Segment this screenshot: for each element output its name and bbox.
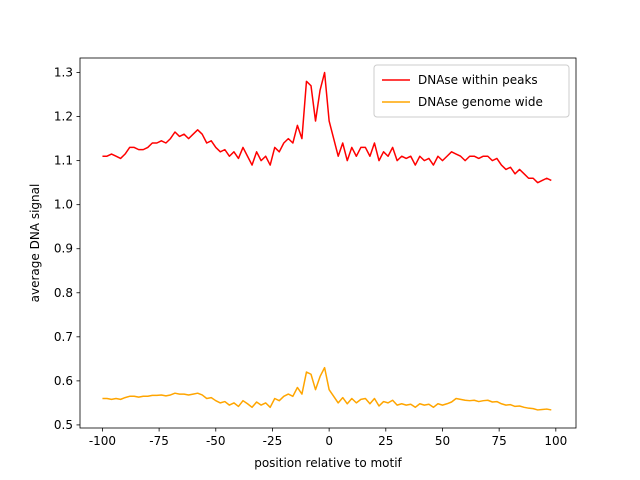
x-tick-label: 50 bbox=[435, 434, 450, 448]
x-tick-label: -75 bbox=[149, 434, 169, 448]
y-tick-label: 0.7 bbox=[54, 330, 73, 344]
x-tick-label: -50 bbox=[206, 434, 226, 448]
legend-label: DNAse within peaks bbox=[418, 73, 538, 87]
x-tick-label: 100 bbox=[544, 434, 567, 448]
y-tick-label: 0.6 bbox=[54, 374, 73, 388]
y-axis-label: average DNA signal bbox=[28, 184, 42, 303]
y-tick-label: 0.9 bbox=[54, 242, 73, 256]
series-line bbox=[102, 366, 552, 411]
y-tick-label: 0.5 bbox=[54, 418, 73, 432]
plot-area bbox=[80, 58, 576, 428]
x-axis-label: position relative to motif bbox=[254, 456, 402, 470]
y-tick-label: 0.8 bbox=[54, 286, 73, 300]
legend-label: DNAse genome wide bbox=[418, 95, 543, 109]
y-tick-label: 1.1 bbox=[54, 154, 73, 168]
x-tick-label: 75 bbox=[492, 434, 507, 448]
x-tick-label: -100 bbox=[89, 434, 116, 448]
x-tick-label: 25 bbox=[378, 434, 393, 448]
series-line bbox=[102, 71, 552, 184]
y-tick-label: 1.0 bbox=[54, 198, 73, 212]
x-tick-label: -25 bbox=[263, 434, 283, 448]
y-tick-label: 1.3 bbox=[54, 66, 73, 80]
x-tick-label: 0 bbox=[325, 434, 333, 448]
legend-box bbox=[373, 64, 570, 118]
y-tick-label: 1.2 bbox=[54, 110, 73, 124]
axes-frame bbox=[79, 57, 577, 429]
